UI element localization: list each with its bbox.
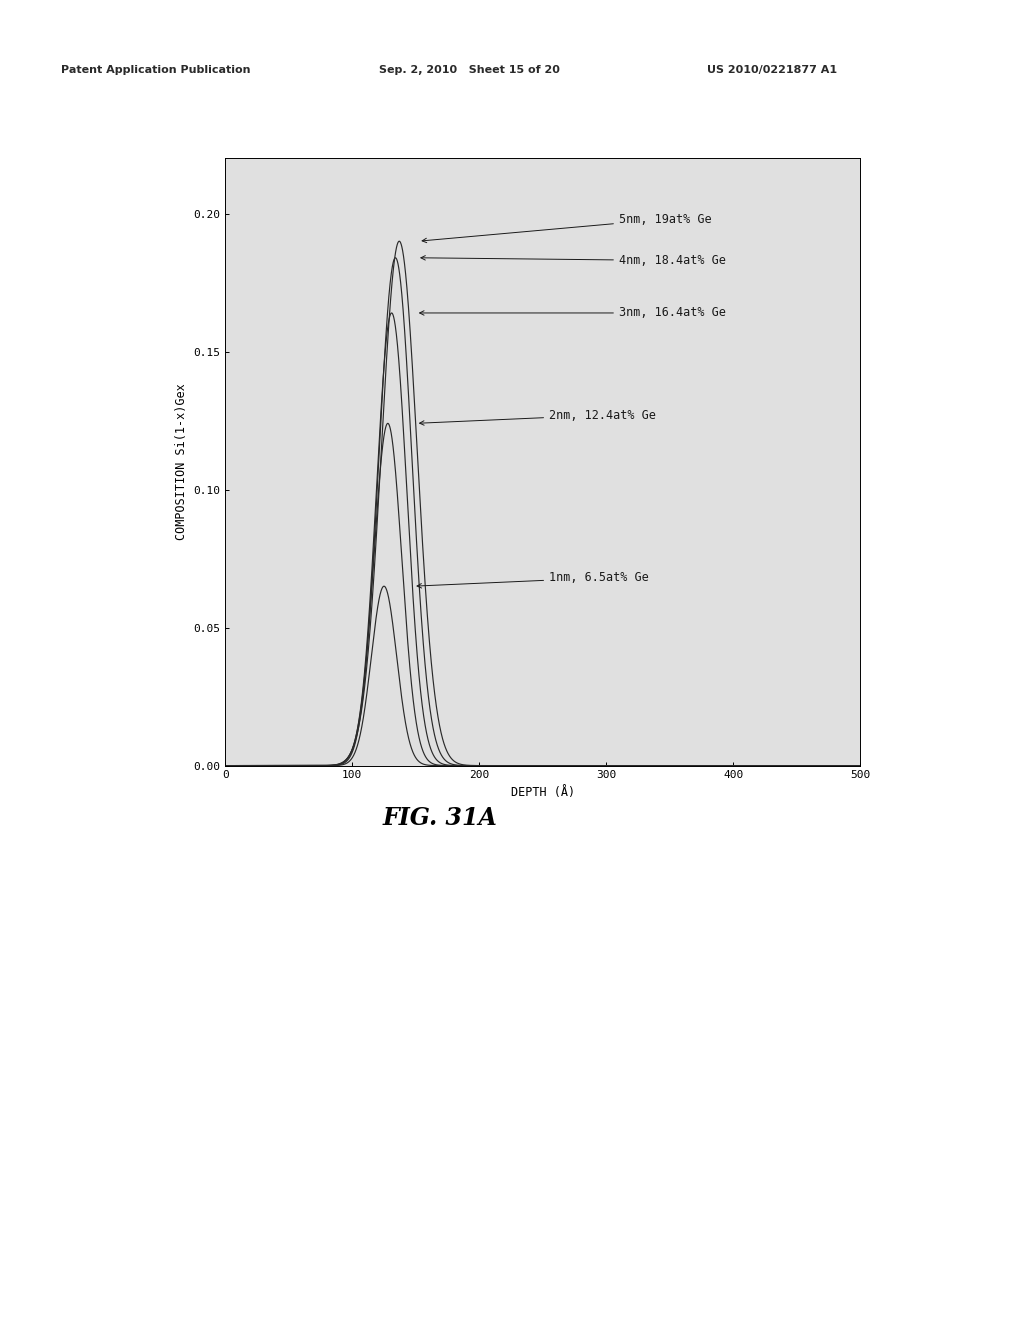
Text: US 2010/0221877 A1: US 2010/0221877 A1 — [707, 65, 837, 75]
Text: 1nm, 6.5at% Ge: 1nm, 6.5at% Ge — [417, 572, 649, 587]
Text: 2nm, 12.4at% Ge: 2nm, 12.4at% Ge — [420, 409, 656, 425]
Text: 4nm, 18.4at% Ge: 4nm, 18.4at% Ge — [421, 253, 726, 267]
Text: Patent Application Publication: Patent Application Publication — [61, 65, 251, 75]
Text: Sep. 2, 2010   Sheet 15 of 20: Sep. 2, 2010 Sheet 15 of 20 — [379, 65, 560, 75]
X-axis label: DEPTH (Å): DEPTH (Å) — [511, 785, 574, 799]
Text: 3nm, 16.4at% Ge: 3nm, 16.4at% Ge — [420, 306, 726, 319]
Text: 5nm, 19at% Ge: 5nm, 19at% Ge — [422, 213, 712, 243]
Text: FIG. 31A: FIG. 31A — [383, 807, 498, 830]
Y-axis label: COMPOSITION Si(1-x)Gex: COMPOSITION Si(1-x)Gex — [175, 384, 187, 540]
